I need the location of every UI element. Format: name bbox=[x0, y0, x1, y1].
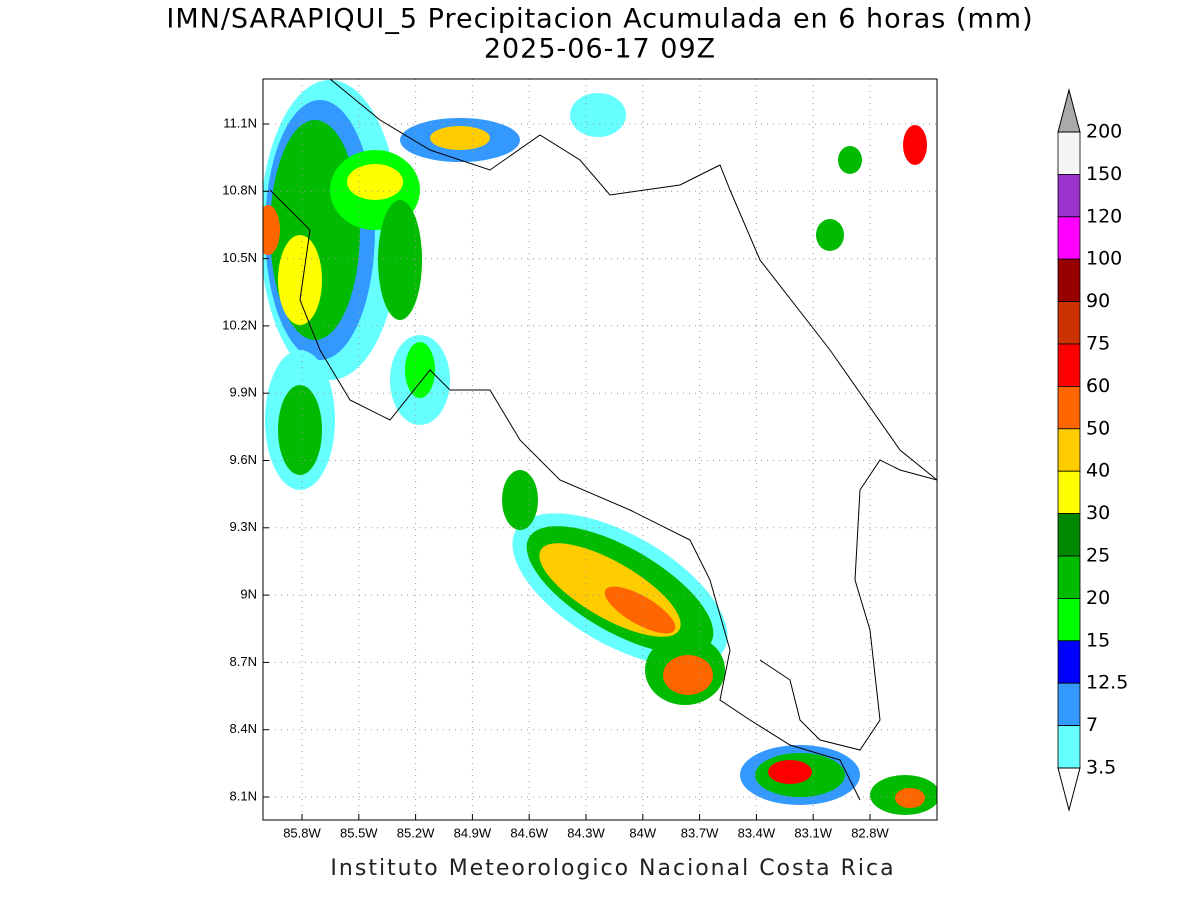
colorbar-label: 20 bbox=[1086, 587, 1110, 609]
lon-tick-label: 84.3W bbox=[567, 825, 605, 840]
colorbar-segment bbox=[1057, 682, 1081, 727]
lat-tick-label: 8.4N bbox=[230, 721, 257, 736]
colorbar-segment bbox=[1057, 598, 1081, 642]
coastline bbox=[329, 79, 937, 481]
lon-tick-label: 83.7W bbox=[681, 825, 719, 840]
lon-tick-label: 85.5W bbox=[340, 825, 378, 840]
rain-area bbox=[604, 586, 676, 634]
rain-area bbox=[378, 200, 422, 320]
colorbar-segment bbox=[1057, 301, 1081, 345]
lat-tick-label: 10.2N bbox=[222, 317, 257, 332]
colorbar-label: 50 bbox=[1086, 417, 1110, 439]
colorbar-segment bbox=[1057, 216, 1081, 260]
colorbar-segment bbox=[1057, 555, 1081, 599]
colorbar: 200 150 120 100 90 75 60 50 40 30 25 20 15 12.5 7 3.5 bbox=[1057, 88, 1128, 812]
colorbar-label: 90 bbox=[1086, 290, 1110, 312]
colorbar-label: 100 bbox=[1086, 248, 1122, 270]
rain-area bbox=[430, 126, 490, 150]
colorbar-label: 40 bbox=[1086, 460, 1110, 482]
colorbar-label: 200 bbox=[1086, 121, 1122, 143]
rain-area bbox=[278, 385, 322, 475]
lat-tick-label: 9.3N bbox=[230, 519, 257, 534]
rain-area bbox=[502, 470, 538, 530]
border bbox=[854, 459, 937, 581]
lat-tick-label: 11.1N bbox=[223, 115, 257, 130]
colorbar-segment bbox=[1057, 470, 1081, 515]
lat-tick-label: 9N bbox=[240, 587, 257, 602]
lon-tick-label: 84.9W bbox=[454, 825, 492, 840]
precipitation-field bbox=[263, 80, 937, 815]
colorbar-segment bbox=[1057, 258, 1081, 303]
colorbar-label: 75 bbox=[1086, 333, 1110, 355]
colorbar-segment bbox=[1057, 640, 1081, 684]
lat-tick-label: 9.6N bbox=[230, 452, 257, 467]
colorbar-over bbox=[1057, 88, 1081, 133]
colorbar-segment bbox=[1057, 385, 1081, 430]
rain-area bbox=[663, 655, 713, 695]
lon-tick-label: 83.4W bbox=[738, 825, 776, 840]
colorbar-label: 120 bbox=[1086, 205, 1122, 227]
colorbar-under bbox=[1057, 767, 1081, 812]
lat-tick-label: 8.1N bbox=[230, 788, 257, 803]
lon-tick-label: 85.8W bbox=[283, 825, 321, 840]
coastlines bbox=[269, 79, 937, 801]
lon-tick-label: 85.2W bbox=[397, 825, 435, 840]
lat-tick-label: 9.9N bbox=[230, 385, 257, 400]
colorbar-label: 30 bbox=[1086, 502, 1110, 524]
lon-tick-label: 83.1W bbox=[794, 825, 832, 840]
lat-tick-label: 10.5N bbox=[222, 250, 257, 265]
rain-area bbox=[405, 342, 435, 398]
colorbar-segment bbox=[1057, 131, 1081, 175]
rain-area bbox=[838, 146, 862, 174]
colorbar-label: 150 bbox=[1086, 163, 1122, 185]
colorbar-label: 25 bbox=[1086, 545, 1110, 567]
colorbar-segment bbox=[1057, 513, 1081, 557]
lon-tick-label: 84.6W bbox=[510, 825, 548, 840]
rain-area bbox=[570, 93, 626, 137]
rain-area bbox=[768, 760, 812, 784]
colorbar-segment bbox=[1057, 173, 1081, 218]
map-subtitle: 2025-06-17 09Z bbox=[484, 34, 716, 65]
colorbar-label: 60 bbox=[1086, 375, 1110, 397]
lat-tick-label: 10.8N bbox=[222, 183, 257, 198]
rain-area bbox=[347, 164, 403, 200]
colorbar-label: 7 bbox=[1086, 714, 1098, 736]
rain-area bbox=[263, 205, 280, 255]
footer-credit: Instituto Meteorologico Nacional Costa R… bbox=[330, 856, 895, 881]
coastline bbox=[269, 189, 861, 801]
colorbar-segment bbox=[1057, 428, 1081, 472]
colorbar-segment bbox=[1057, 725, 1081, 769]
rain-area bbox=[903, 125, 927, 165]
map-frame bbox=[262, 78, 938, 821]
colorbar-label: 12.5 bbox=[1086, 672, 1128, 694]
lon-tick-label: 82.8W bbox=[851, 825, 889, 840]
rain-area bbox=[895, 788, 925, 808]
graticule: 11.1N 10.8N 10.5N 10.2N 9.9N 9.6N 9.3N 9N 8.7N 8.… bbox=[222, 79, 937, 840]
map-title: IMN/SARAPIQUI_5 Precipitacion Acumulada … bbox=[166, 4, 1033, 35]
coastline bbox=[759, 579, 881, 751]
lon-tick-label: 84W bbox=[629, 825, 656, 840]
rain-area bbox=[816, 219, 844, 251]
colorbar-label: 3.5 bbox=[1086, 757, 1116, 779]
rain-area bbox=[278, 235, 322, 325]
lat-tick-label: 8.7N bbox=[230, 654, 257, 669]
colorbar-label: 15 bbox=[1086, 629, 1110, 651]
colorbar-segment bbox=[1057, 343, 1081, 387]
